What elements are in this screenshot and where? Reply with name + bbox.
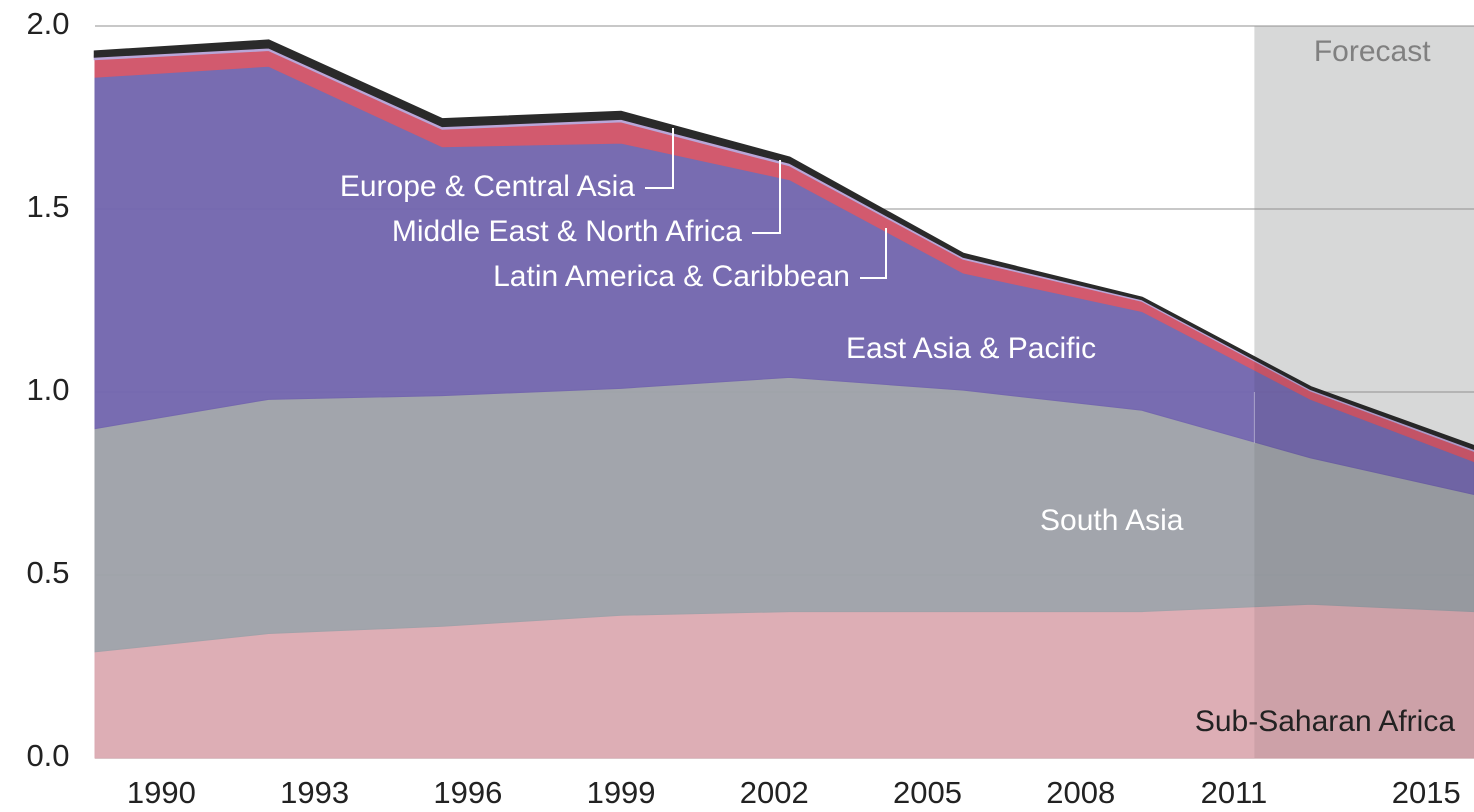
x-tick-label: 1990	[127, 775, 196, 810]
x-tick-label: 2005	[893, 775, 962, 810]
y-tick-label: 0.0	[26, 738, 69, 773]
x-tick-label: 1993	[280, 775, 349, 810]
x-tick-label: 1999	[587, 775, 656, 810]
leader-line	[860, 228, 887, 279]
y-tick-label: 1.5	[26, 189, 69, 224]
y-tick-label: 2.0	[26, 6, 69, 41]
leader-line	[645, 128, 674, 189]
forecast-label: Forecast	[1314, 35, 1431, 68]
forecast-shade	[1254, 26, 1474, 758]
series-label: Sub-Saharan Africa	[1195, 705, 1455, 738]
x-tick-label: 1996	[433, 775, 502, 810]
x-tick-label: 2015	[1392, 775, 1461, 810]
x-tick-label: 2011	[1201, 775, 1268, 810]
y-tick-label: 1.0	[26, 372, 69, 407]
series-label: Latin America & Caribbean	[493, 260, 850, 293]
x-tick-label: 2002	[740, 775, 809, 810]
series-label: South Asia	[1040, 504, 1184, 537]
leader-line	[752, 160, 781, 234]
y-tick-label: 0.5	[26, 555, 69, 590]
x-tick-label: 2008	[1046, 775, 1115, 810]
series-label: Europe & Central Asia	[340, 170, 635, 203]
series-label: Middle East & North Africa	[392, 215, 742, 248]
series-label: East Asia & Pacific	[846, 332, 1096, 365]
area	[93, 39, 1474, 451]
